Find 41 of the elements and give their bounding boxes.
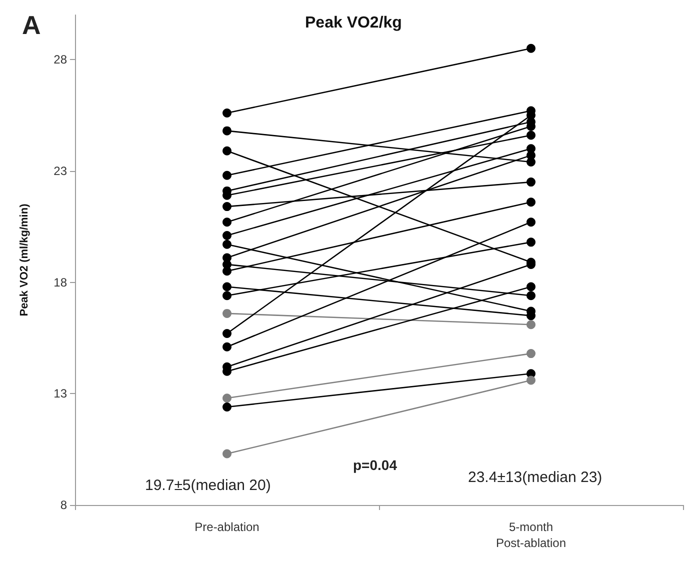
point [222,170,232,180]
point [526,218,536,227]
point [222,108,232,118]
annotation: 23.4±13(median 23) [468,469,602,486]
point [222,394,232,403]
x-tick-label: 5-month Post-ablation [496,520,566,550]
point [222,308,232,318]
point [222,126,232,136]
point [222,146,232,156]
y-tick-label: 18 [54,275,68,290]
y-tick-label: 13 [54,386,68,401]
point [526,198,536,207]
point [526,291,536,300]
point [222,291,232,300]
point [222,218,232,227]
point [222,402,232,412]
y-axis-title: Peak VO2 (ml/kg/min) [18,203,30,316]
y-tick-label: 28 [54,52,68,67]
point [526,178,536,187]
x-tick-label: Pre-ablation [194,520,260,534]
point [222,231,232,240]
point [222,282,232,292]
point [526,130,536,140]
point [526,282,536,292]
point [526,238,536,247]
point [222,240,232,249]
point [222,202,232,212]
point [526,376,536,385]
y-tick-label: 8 [60,498,68,512]
annotation: p=0.04 [353,457,398,473]
point [526,320,536,330]
y-tick-label: 23 [54,164,68,178]
text: A [22,10,41,40]
chart-title: Peak VO2/kg [305,14,402,32]
annotation: 19.7±5(median 20) [145,477,271,494]
point [222,329,232,338]
point [222,266,232,276]
point [222,449,232,458]
point [526,349,536,358]
point [526,44,536,53]
point [222,342,232,352]
